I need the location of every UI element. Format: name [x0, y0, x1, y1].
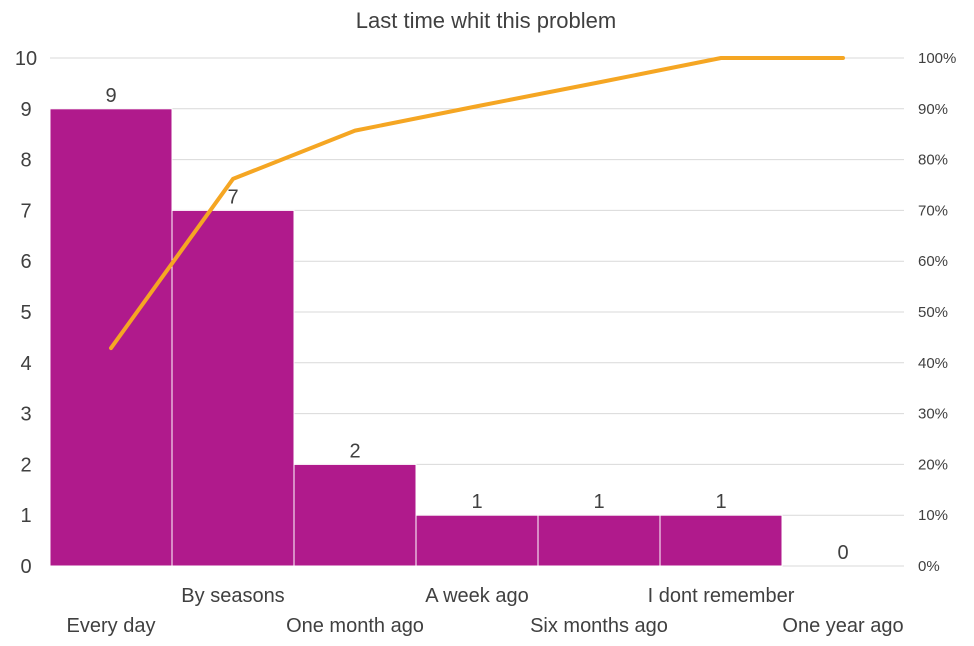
data-label: 1: [715, 491, 726, 513]
y-tick-label: 8: [20, 150, 31, 172]
y-tick-label: 4: [20, 353, 31, 375]
data-labels: 9 7 2 1 1 1 0: [105, 85, 848, 564]
x-category-label: By seasons: [181, 585, 284, 607]
y-axis-right: 0% 10% 20% 30% 40% 50% 60% 70% 80% 90% 100%: [918, 50, 956, 575]
bar: [49, 108, 173, 567]
x-category-label: I dont remember: [648, 585, 795, 607]
y-tick-label: 6: [20, 251, 31, 273]
bar: [415, 514, 539, 567]
bar: [537, 514, 661, 567]
y2-tick-label: 40%: [918, 355, 948, 372]
x-category-label: One year ago: [782, 615, 903, 637]
x-category-label: A week ago: [425, 585, 528, 607]
y2-tick-label: 0%: [918, 558, 940, 575]
y2-tick-label: 20%: [918, 456, 948, 473]
y2-tick-label: 30%: [918, 406, 948, 423]
y2-tick-label: 90%: [918, 101, 948, 118]
bar: [171, 209, 295, 567]
y2-tick-label: 10%: [918, 507, 948, 524]
y2-tick-label: 70%: [918, 202, 948, 219]
y2-tick-label: 100%: [918, 50, 956, 67]
y-tick-label: 5: [20, 302, 31, 324]
data-label: 9: [105, 85, 116, 107]
cumulative-line: [109, 56, 845, 351]
y2-tick-label: 60%: [918, 253, 948, 270]
data-label: 1: [593, 491, 604, 513]
y-tick-label: 3: [20, 404, 31, 426]
x-category-label: One month ago: [286, 615, 424, 637]
y-tick-label: 1: [20, 505, 31, 527]
chart-title: Last time whit this problem: [356, 8, 616, 33]
bar: [293, 463, 417, 567]
data-label: 2: [349, 440, 360, 462]
y-tick-label: 2: [20, 454, 31, 476]
y-axis-left: 0 1 2 3 4 5 6 7 8 9 10: [15, 48, 37, 578]
y-tick-label: 10: [15, 48, 37, 70]
y2-tick-label: 50%: [918, 304, 948, 321]
x-category-label: Every day: [67, 615, 156, 637]
y-tick-label: 7: [20, 200, 31, 222]
cumulative-percent-line: [109, 56, 845, 351]
y-tick-label: 9: [20, 99, 31, 121]
y-tick-label: 0: [20, 556, 31, 578]
data-label: 1: [471, 491, 482, 513]
data-label: 0: [837, 542, 848, 564]
y2-tick-label: 80%: [918, 152, 948, 169]
data-label: 7: [227, 186, 238, 208]
x-category-label: Six months ago: [530, 615, 668, 637]
bar-series: [49, 108, 783, 567]
bar: [659, 514, 783, 567]
